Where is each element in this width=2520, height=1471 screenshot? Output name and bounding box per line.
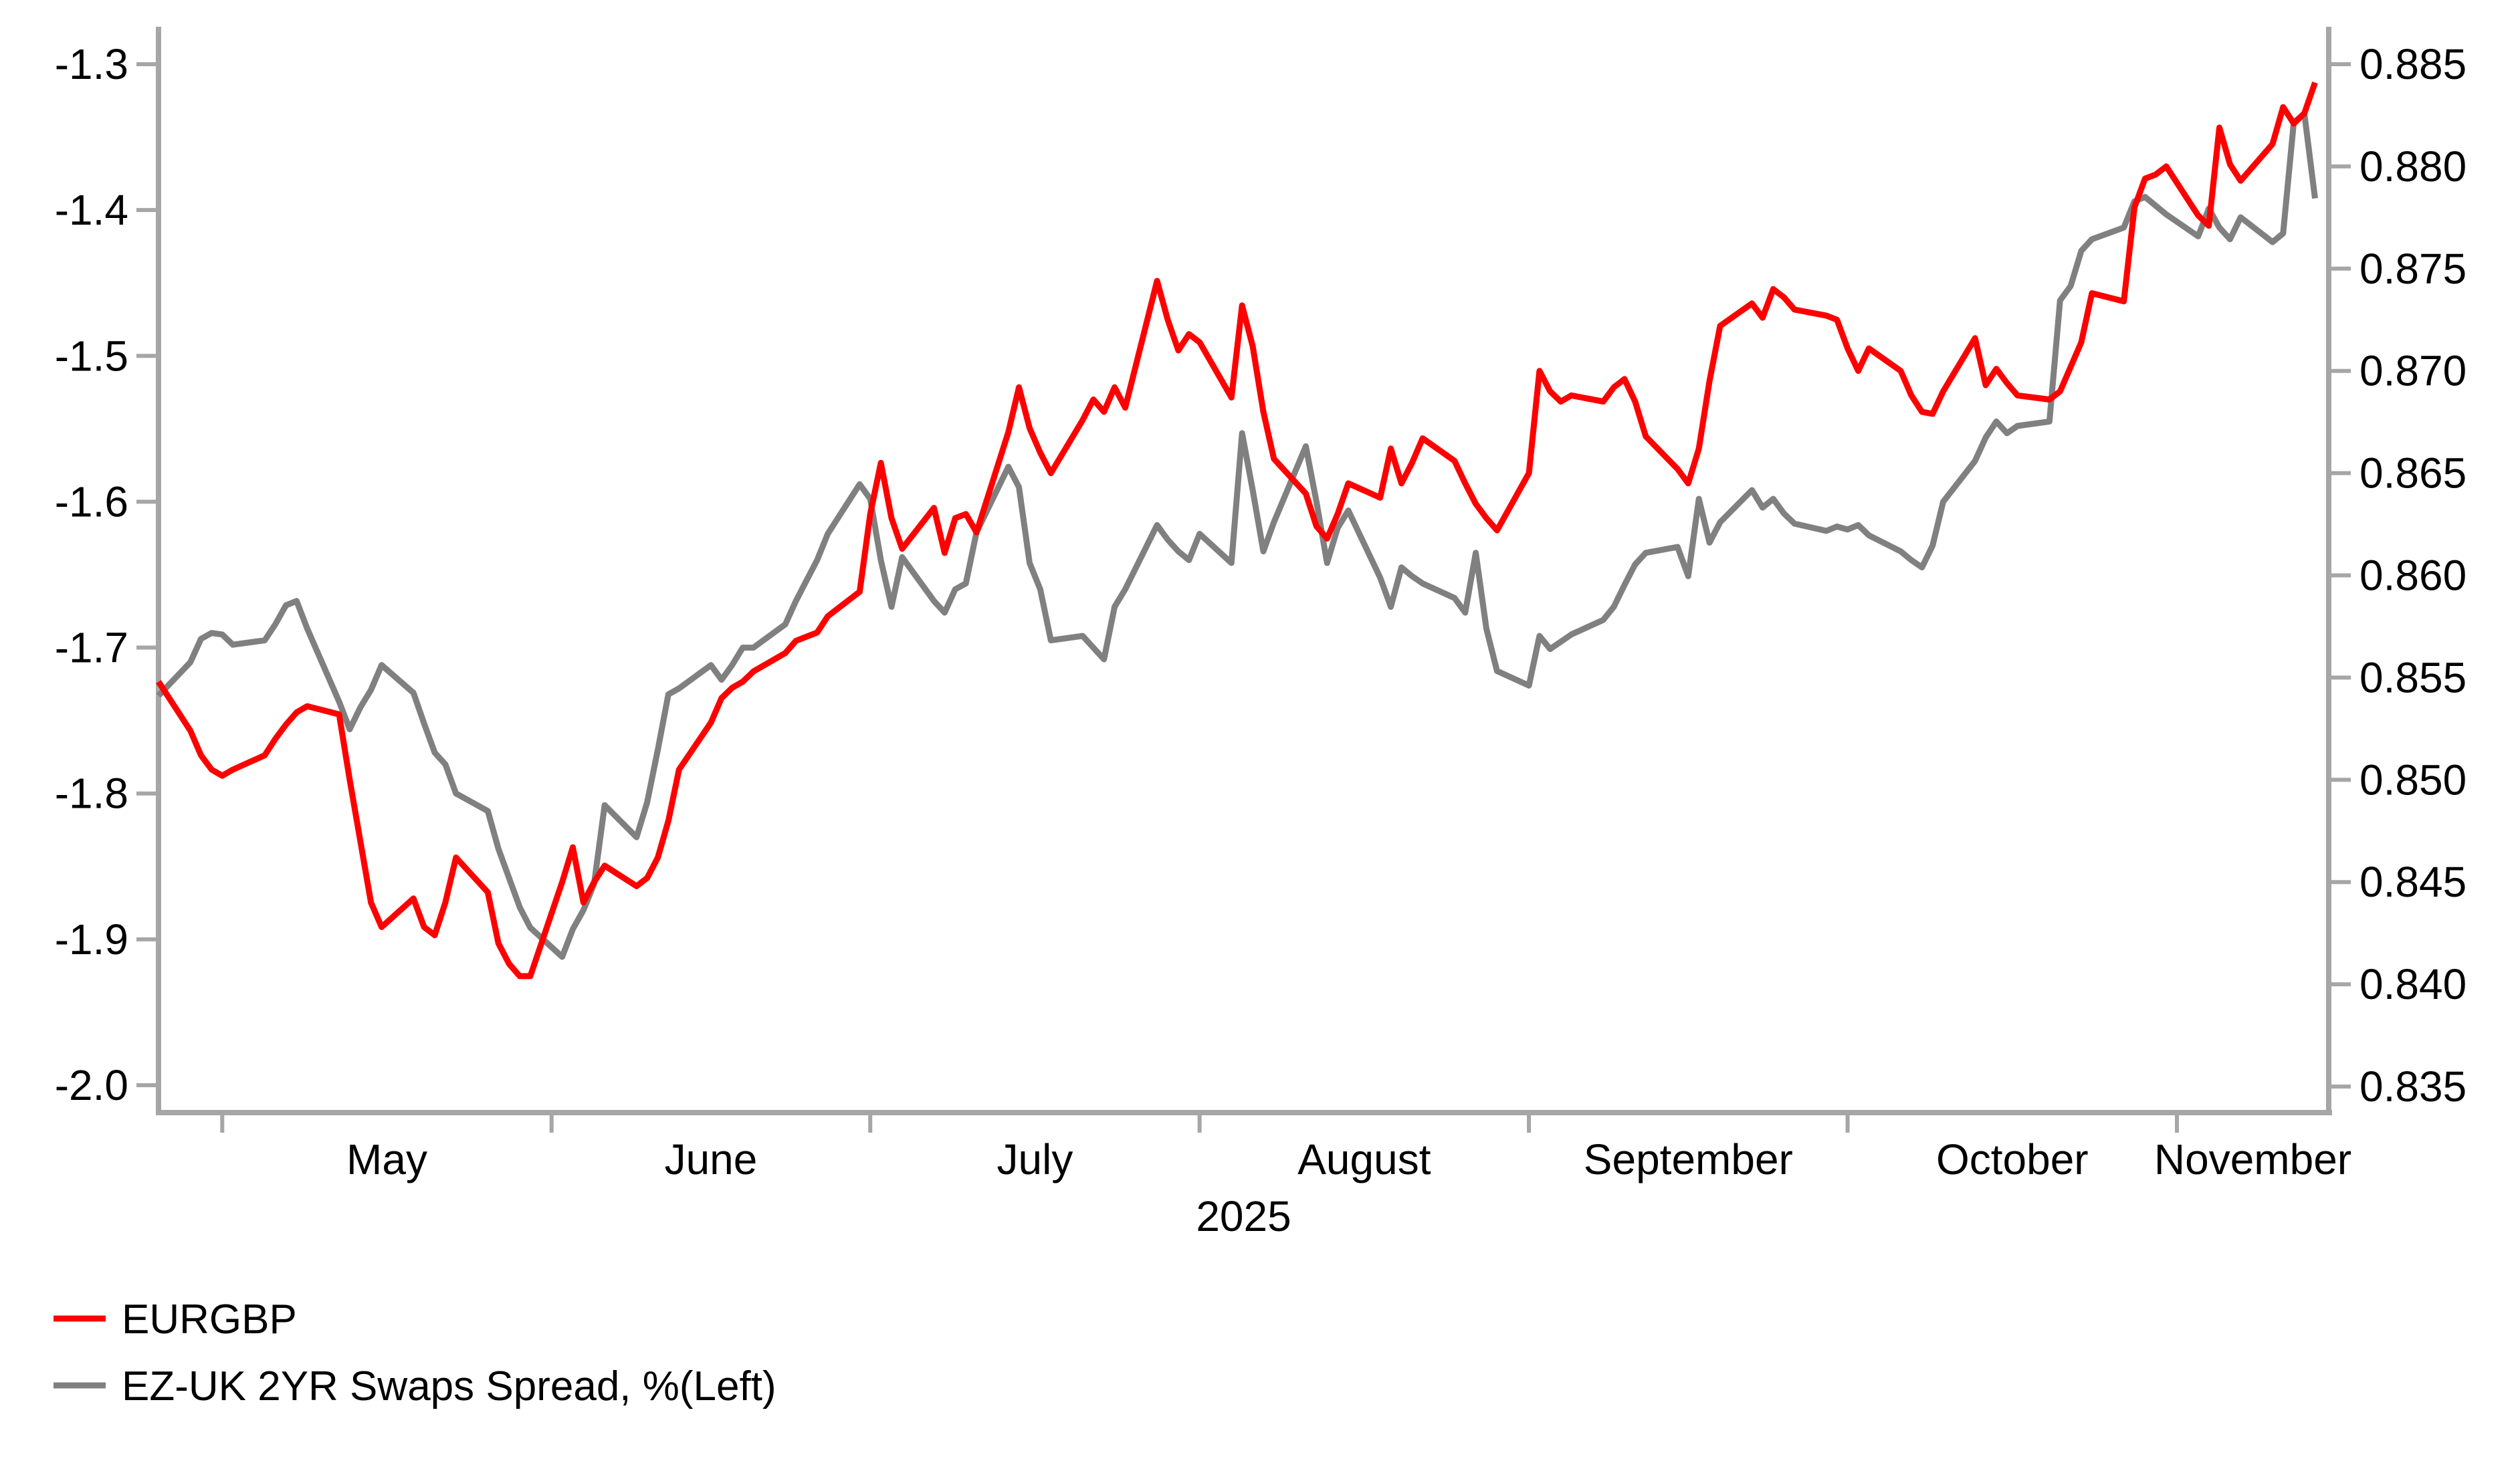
left-axis-tick-label: -1.3 — [55, 40, 128, 88]
month-label: October — [1936, 1135, 2089, 1183]
left-axis-tick-label: -2.0 — [55, 1061, 128, 1109]
month-label: June — [665, 1135, 758, 1183]
legend-label-spread: EZ-UK 2YR Swaps Spread, %(Left) — [122, 1363, 776, 1409]
right-axis-tick-label: 0.870 — [2359, 347, 2466, 395]
month-label: September — [1584, 1135, 1793, 1183]
right-axis-tick-label: 0.835 — [2359, 1062, 2466, 1111]
month-label: November — [2154, 1135, 2351, 1183]
right-axis-tick-label: 0.875 — [2359, 245, 2466, 293]
right-axis-tick-label: 0.885 — [2359, 40, 2466, 88]
left-axis-tick-label: -1.6 — [55, 477, 128, 526]
right-axis-tick-label: 0.850 — [2359, 756, 2466, 804]
series-line-eurgbp — [156, 82, 2318, 980]
left-axis-tick-label: -1.8 — [55, 770, 128, 818]
left-axis-tick-label: -1.7 — [55, 624, 128, 672]
right-axis-tick-label: 0.880 — [2359, 142, 2466, 191]
right-axis-tick-label: 0.845 — [2359, 858, 2466, 906]
legend-label-eurgbp: EURGBP — [122, 1296, 297, 1343]
year-label: 2025 — [1196, 1192, 1291, 1240]
left-axis-tick-label: -1.9 — [55, 915, 128, 964]
left-axis-tick-label: -1.4 — [55, 186, 128, 234]
legend: EURGBP EZ-UK 2YR Swaps Spread, %(Left) — [54, 1296, 776, 1409]
right-axis-tick-label: 0.860 — [2359, 552, 2466, 600]
month-label: July — [997, 1135, 1073, 1183]
month-label: May — [346, 1135, 427, 1183]
series-line-spread — [156, 110, 2318, 960]
left-axis-tick-label: -1.5 — [55, 332, 128, 380]
right-axis-tick-label: 0.865 — [2359, 449, 2466, 497]
plot-area: -1.3 -1.4 -1.5 -1.6 -1.7 -1.8 -1.9 -2.0 0.885 0.8… — [55, 27, 2466, 1240]
right-axis-tick-label: 0.855 — [2359, 653, 2466, 701]
right-axis-tick-label: 0.840 — [2359, 960, 2466, 1008]
month-label: August — [1297, 1135, 1431, 1183]
